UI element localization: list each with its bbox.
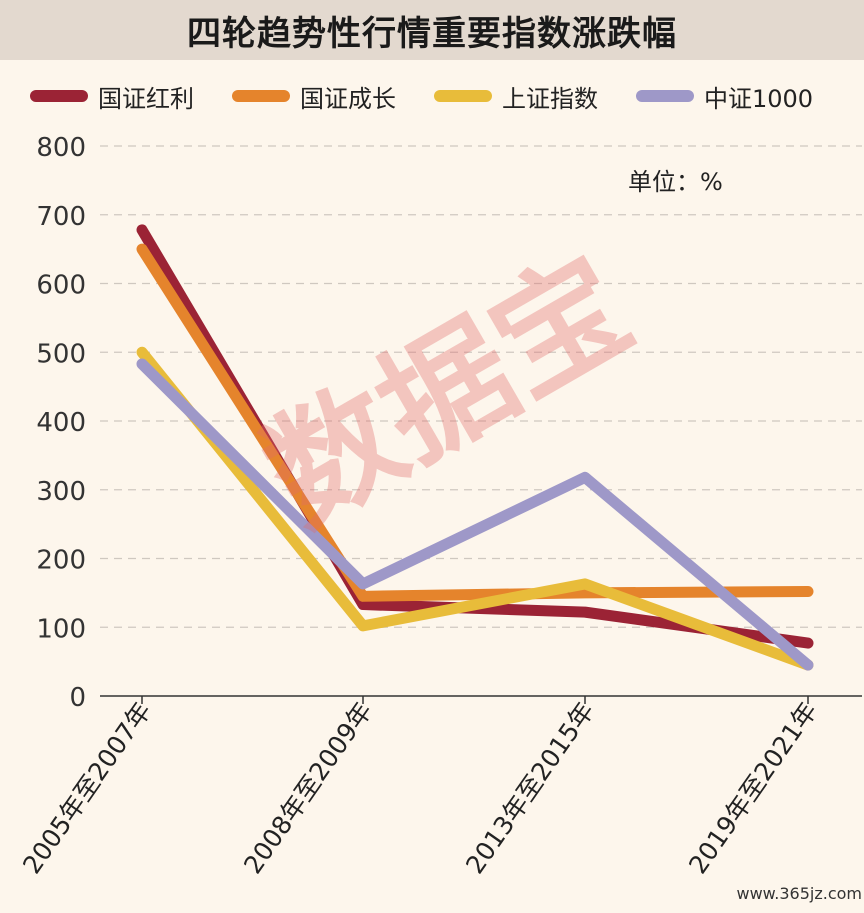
legend-label-3: 中证1000 (704, 84, 814, 113)
x-tick-label-2: 2013年至2015年 (460, 697, 600, 879)
y-tick-label-7: 700 (36, 202, 86, 232)
watermark-text: 数据宝 (241, 228, 655, 555)
series-line-2 (136, 346, 814, 671)
series-line-3 (136, 358, 814, 671)
legend-label-2: 上证指数 (502, 84, 598, 113)
y-tick-label-8: 800 (36, 133, 86, 163)
legend-label-0: 国证红利 (98, 84, 194, 113)
legend-item-3: 中证1000 (636, 79, 813, 114)
legend-swatch-2 (434, 90, 492, 102)
legend-swatch-3 (636, 90, 694, 102)
series-line-1 (136, 243, 814, 602)
legend-item-0: 国证红利 (30, 79, 194, 114)
y-tick-label-5: 500 (36, 339, 86, 369)
chart-title-bar: 四轮趋势性行情重要指数涨跌幅 (0, 0, 864, 60)
chart-legend: 国证红利 国证成长 上证指数 中证1000 (30, 74, 860, 118)
x-tick-label-0: 2005年至2007年 (17, 697, 157, 879)
y-tick-label-2: 200 (36, 546, 86, 576)
x-tick-label-3: 2019年至2021年 (683, 697, 823, 879)
y-tick-label-1: 100 (36, 614, 86, 644)
y-tick-label-0: 0 (69, 683, 86, 713)
y-tick-label-6: 600 (36, 271, 86, 301)
site-watermark: www.365jz.com (736, 884, 862, 903)
unit-label: 单位：% (628, 168, 723, 196)
legend-item-1: 国证成长 (232, 79, 396, 114)
legend-item-2: 上证指数 (434, 79, 598, 114)
y-tick-label-3: 300 (36, 477, 86, 507)
legend-swatch-1 (232, 90, 290, 102)
chart-title: 四轮趋势性行情重要指数涨跌幅 (187, 13, 677, 54)
legend-label-1: 国证成长 (300, 84, 396, 113)
y-tick-label-4: 400 (36, 408, 86, 438)
legend-swatch-0 (30, 90, 88, 102)
x-tick-label-1: 2008年至2009年 (238, 697, 378, 879)
